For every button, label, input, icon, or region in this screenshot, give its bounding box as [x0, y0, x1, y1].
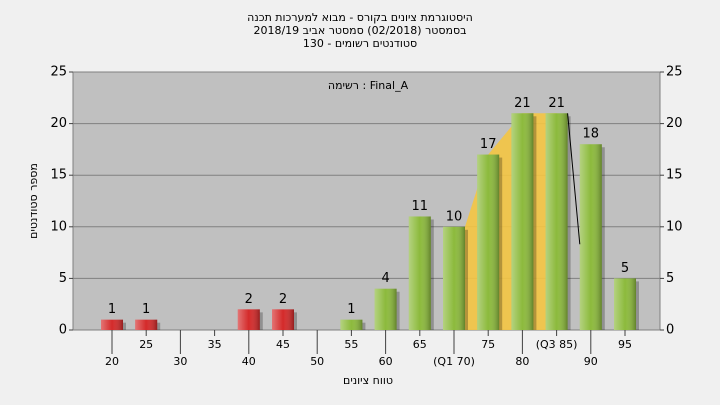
x-tick-label: 40	[242, 355, 256, 368]
bar-highlight	[101, 319, 123, 330]
bar-highlight	[374, 288, 397, 330]
data-label: 17	[480, 137, 497, 152]
x-tick-label: 65	[413, 338, 427, 351]
x-tick-label: 95	[618, 338, 632, 351]
bar-highlight	[340, 319, 363, 330]
y2-tick-label: 15	[666, 168, 683, 183]
x-tick-label: 75	[481, 338, 495, 351]
data-label: 21	[514, 96, 531, 111]
x-tick-label: 80	[515, 355, 529, 368]
data-label: 10	[446, 209, 463, 224]
x-tick-label: 90	[584, 355, 598, 368]
data-label: 1	[108, 302, 116, 317]
data-label: 11	[412, 199, 429, 214]
bar-highlight	[237, 309, 260, 330]
bar-highlight	[579, 144, 602, 330]
x-tick-label: 25	[139, 338, 153, 351]
bar-highlight	[408, 216, 431, 330]
data-label: 2	[279, 292, 287, 307]
data-label: 1	[142, 302, 150, 317]
q3-line	[567, 113, 581, 245]
x-tick-label: 60	[379, 355, 393, 368]
bar-highlight	[443, 226, 465, 330]
x-tick-label: (Q1 70)	[433, 355, 475, 368]
bar-highlight	[614, 278, 636, 330]
y-tick-label: 10	[50, 219, 67, 234]
data-label: 4	[381, 271, 389, 286]
data-label: 2	[245, 292, 253, 307]
chart-subtitle: סטודנטים רשומים - 130	[303, 37, 417, 50]
y-tick-label: 15	[50, 168, 67, 183]
data-label: 1	[347, 302, 355, 317]
x-tick-label: (Q3 85)	[536, 338, 578, 351]
data-label: 21	[548, 96, 565, 111]
x-tick-label: 35	[208, 338, 222, 351]
y-axis-label: מספר סטודנטים	[27, 163, 40, 239]
data-label: 18	[583, 127, 600, 142]
bar-highlight	[511, 113, 534, 330]
chart-title: היסטוגרמת ציונים בקורס - מבוא למערכות תכ…	[247, 11, 473, 24]
y2-tick-label: 20	[666, 116, 683, 131]
bar-highlight	[545, 113, 568, 330]
y-tick-label: 0	[59, 323, 67, 338]
y-tick-label: 20	[50, 116, 67, 131]
annotation: רשימה : Final_A	[328, 79, 409, 92]
data-label: 5	[621, 261, 629, 276]
x-tick-label: 45	[276, 338, 290, 351]
bar-highlight	[135, 319, 158, 330]
y2-tick-label: 10	[666, 219, 683, 234]
x-tick-label: 50	[310, 355, 324, 368]
y2-tick-label: 25	[666, 65, 683, 80]
y2-tick-label: 5	[666, 271, 674, 286]
y-tick-label: 25	[50, 65, 67, 80]
plot-area	[72, 71, 661, 331]
bar-highlight	[272, 309, 294, 330]
x-tick-label: 30	[173, 355, 187, 368]
y2-tick-label: 0	[666, 323, 674, 338]
x-axis-label: טווח ציונים	[343, 374, 393, 387]
bar-highlight	[477, 154, 500, 330]
x-tick-label: 20	[105, 355, 119, 368]
chart-subtitle: בסמסטר (02/2018) סמסטר אביב 2018/19	[253, 24, 466, 37]
x-tick-label: 55	[344, 338, 358, 351]
y-tick-label: 5	[59, 271, 67, 286]
